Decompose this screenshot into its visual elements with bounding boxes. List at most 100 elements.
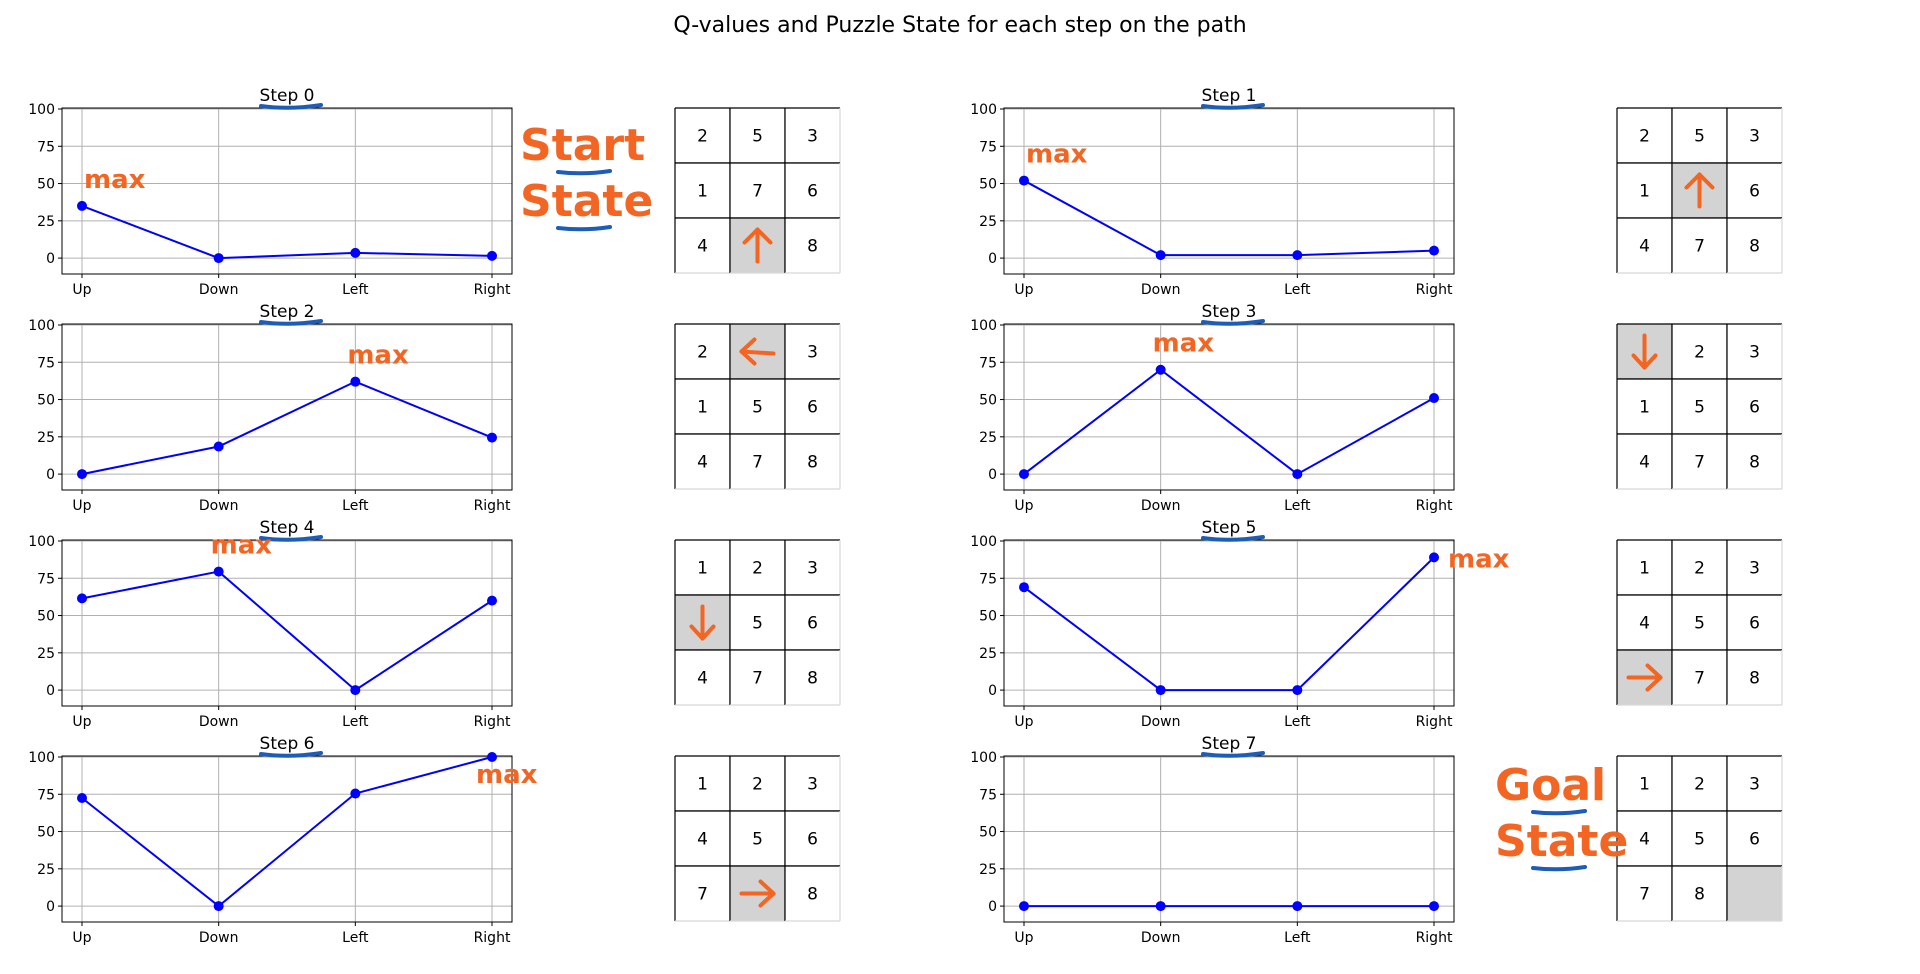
plot-frame — [1003, 323, 1455, 491]
y-tick-label: 75 — [37, 355, 55, 371]
data-point — [1292, 469, 1303, 480]
puzzle-tile — [730, 756, 785, 811]
puzzle-tile — [1617, 595, 1672, 650]
tile-number: 4 — [1639, 830, 1650, 850]
puzzle-tile — [1727, 379, 1782, 434]
max-annotation: max — [84, 165, 146, 195]
max-annotation: max — [347, 341, 409, 371]
puzzle-tile — [675, 866, 730, 921]
tile-number: 6 — [1749, 398, 1760, 418]
title-underline — [1201, 103, 1265, 110]
puzzle-tile — [1672, 218, 1727, 273]
data-point — [213, 566, 224, 577]
goal-state-note-line-1: State — [1495, 816, 1628, 867]
y-tick-label: 75 — [979, 787, 997, 803]
puzzle-tile — [1617, 218, 1672, 273]
x-tick-label: Down — [1141, 714, 1181, 730]
title-underline — [259, 103, 323, 110]
puzzle-tile — [1727, 811, 1782, 866]
tile-number: 2 — [697, 343, 708, 363]
puzzle-grid-step-0: 2 5 3 1 7 6 4 8 — [674, 107, 841, 274]
y-tick-label: 0 — [46, 467, 55, 483]
subplot-title: Step 3 — [1202, 302, 1257, 322]
puzzle-tile — [1672, 756, 1727, 811]
puzzle-tile — [1727, 595, 1782, 650]
y-tick-label: 0 — [988, 251, 997, 267]
puzzle-tile — [675, 811, 730, 866]
puzzle-tile — [1672, 379, 1727, 434]
chart-step-6: 0 25 50 75 100 Up Down Left Right Step 6 max — [28, 734, 537, 946]
data-point — [487, 595, 497, 606]
series-line — [81, 204, 493, 260]
puzzle-tile — [675, 108, 730, 163]
tile-number: 8 — [1694, 885, 1705, 905]
x-tick-label: Down — [199, 282, 239, 298]
y-tick-label: 25 — [979, 214, 997, 230]
y-tick-label: 100 — [28, 534, 55, 550]
max-annotation: max — [1153, 329, 1215, 359]
title-underline — [259, 319, 323, 326]
x-tick-label: Up — [1014, 282, 1033, 298]
y-tick-label: 50 — [37, 609, 55, 625]
tile-number: 2 — [1639, 127, 1650, 147]
data-point — [213, 253, 224, 264]
subplot-title: Step 7 — [1202, 734, 1257, 754]
x-tick-label: Right — [474, 714, 511, 730]
puzzle-tile — [675, 324, 730, 379]
tile-number: 8 — [1749, 237, 1760, 257]
puzzle-tile — [785, 108, 840, 163]
tile-number: 2 — [752, 775, 763, 795]
move-arrow-head — [739, 337, 757, 366]
y-tick-label: 50 — [37, 393, 55, 409]
plot-frame — [1003, 755, 1455, 923]
puzzle-tile — [785, 434, 840, 489]
tile-number: 1 — [1639, 398, 1650, 418]
tile-number: 7 — [697, 885, 708, 905]
max-annotation: max — [1448, 544, 1510, 574]
data-point — [1155, 364, 1166, 375]
plot-frame — [1003, 107, 1455, 275]
tile-number: 4 — [697, 237, 708, 257]
tile-number: 6 — [807, 182, 818, 202]
tile-number: 6 — [1749, 830, 1760, 850]
tile-number: 2 — [1694, 343, 1705, 363]
puzzle-grid-step-1: 2 5 3 1 6 4 7 8 — [1616, 107, 1783, 274]
title-underline — [259, 535, 323, 542]
puzzle-tile — [675, 218, 730, 273]
max-annotation: max — [211, 531, 273, 561]
y-tick-label: 100 — [970, 750, 997, 766]
data-point — [1292, 685, 1303, 696]
data-point — [487, 752, 497, 762]
y-tick-label: 50 — [979, 825, 997, 841]
puzzle-tile — [1672, 108, 1727, 163]
series-line — [81, 570, 493, 692]
tile-number: 8 — [1749, 669, 1760, 689]
tile-number: 6 — [807, 614, 818, 634]
x-tick-label: Up — [1014, 714, 1033, 730]
tile-number: 1 — [1639, 182, 1650, 202]
y-tick-label: 25 — [37, 214, 55, 230]
subplot-title: Step 5 — [1202, 518, 1257, 538]
x-tick-label: Down — [1141, 282, 1181, 298]
data-point — [1019, 582, 1029, 593]
data-point — [77, 200, 87, 211]
tile-number: 5 — [752, 398, 763, 418]
chart-step-2: 0 25 50 75 100 Up Down Left Right Step 2 max — [28, 302, 513, 514]
y-tick-label: 100 — [970, 318, 997, 334]
y-tick-label: 50 — [37, 177, 55, 193]
y-tick-label: 100 — [28, 318, 55, 334]
puzzle-tile — [675, 434, 730, 489]
puzzle-tile — [730, 540, 785, 595]
y-tick-label: 100 — [28, 750, 55, 766]
tile-number: 8 — [807, 453, 818, 473]
subplot-title: Step 6 — [260, 734, 315, 754]
puzzle-tile — [675, 756, 730, 811]
puzzle-tile — [675, 163, 730, 218]
puzzle-tile — [1672, 324, 1727, 379]
puzzle-tile — [1672, 595, 1727, 650]
move-arrow-head — [1631, 353, 1658, 370]
data-point — [1429, 245, 1439, 256]
